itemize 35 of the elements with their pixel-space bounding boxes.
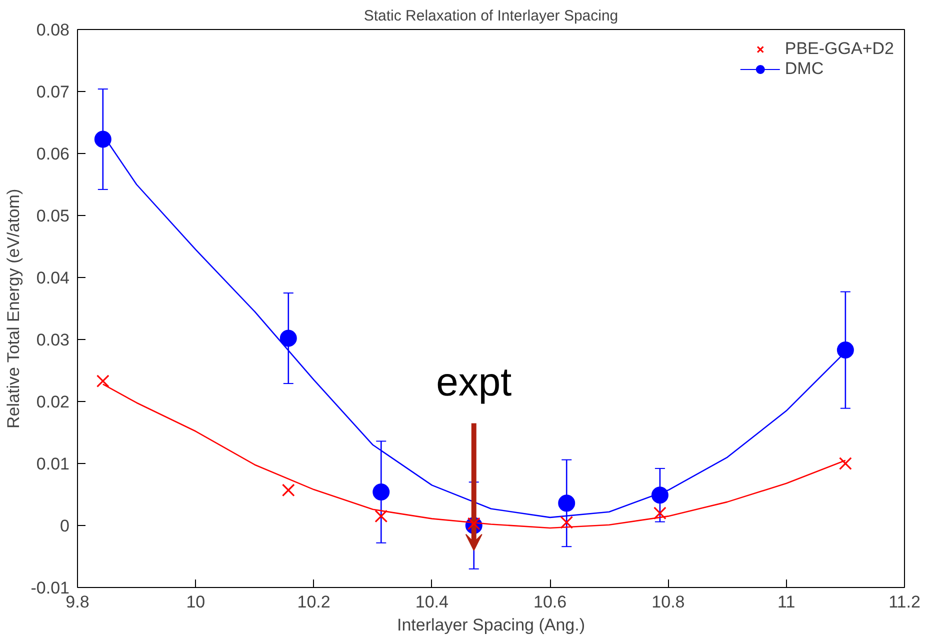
point [560, 516, 574, 529]
x-tick-label: 10.4 [415, 592, 448, 612]
y-tick-label: 0.02 [36, 392, 70, 412]
x-axis-title: Interlayer Spacing (Ang.) [396, 616, 586, 634]
y-tick-label: 0.08 [36, 20, 70, 40]
y-axis-title: Relative Total Energy (eV/atom) [4, 188, 23, 428]
y-tick-label: 0.05 [36, 206, 70, 226]
x-tick-label: 11.2 [888, 592, 920, 612]
chart-title: Static Relaxation of Interlayer Spacing [364, 8, 618, 24]
point [558, 494, 576, 512]
x-tick-label: 10.8 [652, 592, 685, 612]
y-tick-label: 0.04 [36, 268, 70, 288]
legend-label: DMC [784, 59, 824, 79]
point [282, 484, 295, 497]
y-tick-label: 0.06 [36, 144, 70, 164]
point [651, 486, 668, 504]
y-tick-label: 0.03 [36, 330, 70, 350]
x-tick-label: 10 [186, 592, 206, 612]
x-tick-label: 10.2 [297, 592, 330, 612]
annotation: expt [436, 360, 512, 405]
y-tick-label: 0 [60, 516, 70, 536]
point [838, 457, 852, 470]
point [280, 330, 297, 347]
point [653, 506, 666, 520]
y-tick-label: 0.01 [36, 454, 70, 474]
x-tick-label: 11 [778, 592, 796, 612]
legend-label: PBE-GGA+D2 [784, 39, 894, 59]
point [372, 484, 390, 501]
y-tick-label: 0.07 [36, 82, 70, 102]
x-tick-label: 9.8 [66, 592, 90, 612]
point [94, 130, 112, 148]
x-tick-label: 10.6 [534, 592, 567, 612]
point [96, 374, 110, 388]
point [836, 342, 854, 359]
point [374, 510, 388, 523]
